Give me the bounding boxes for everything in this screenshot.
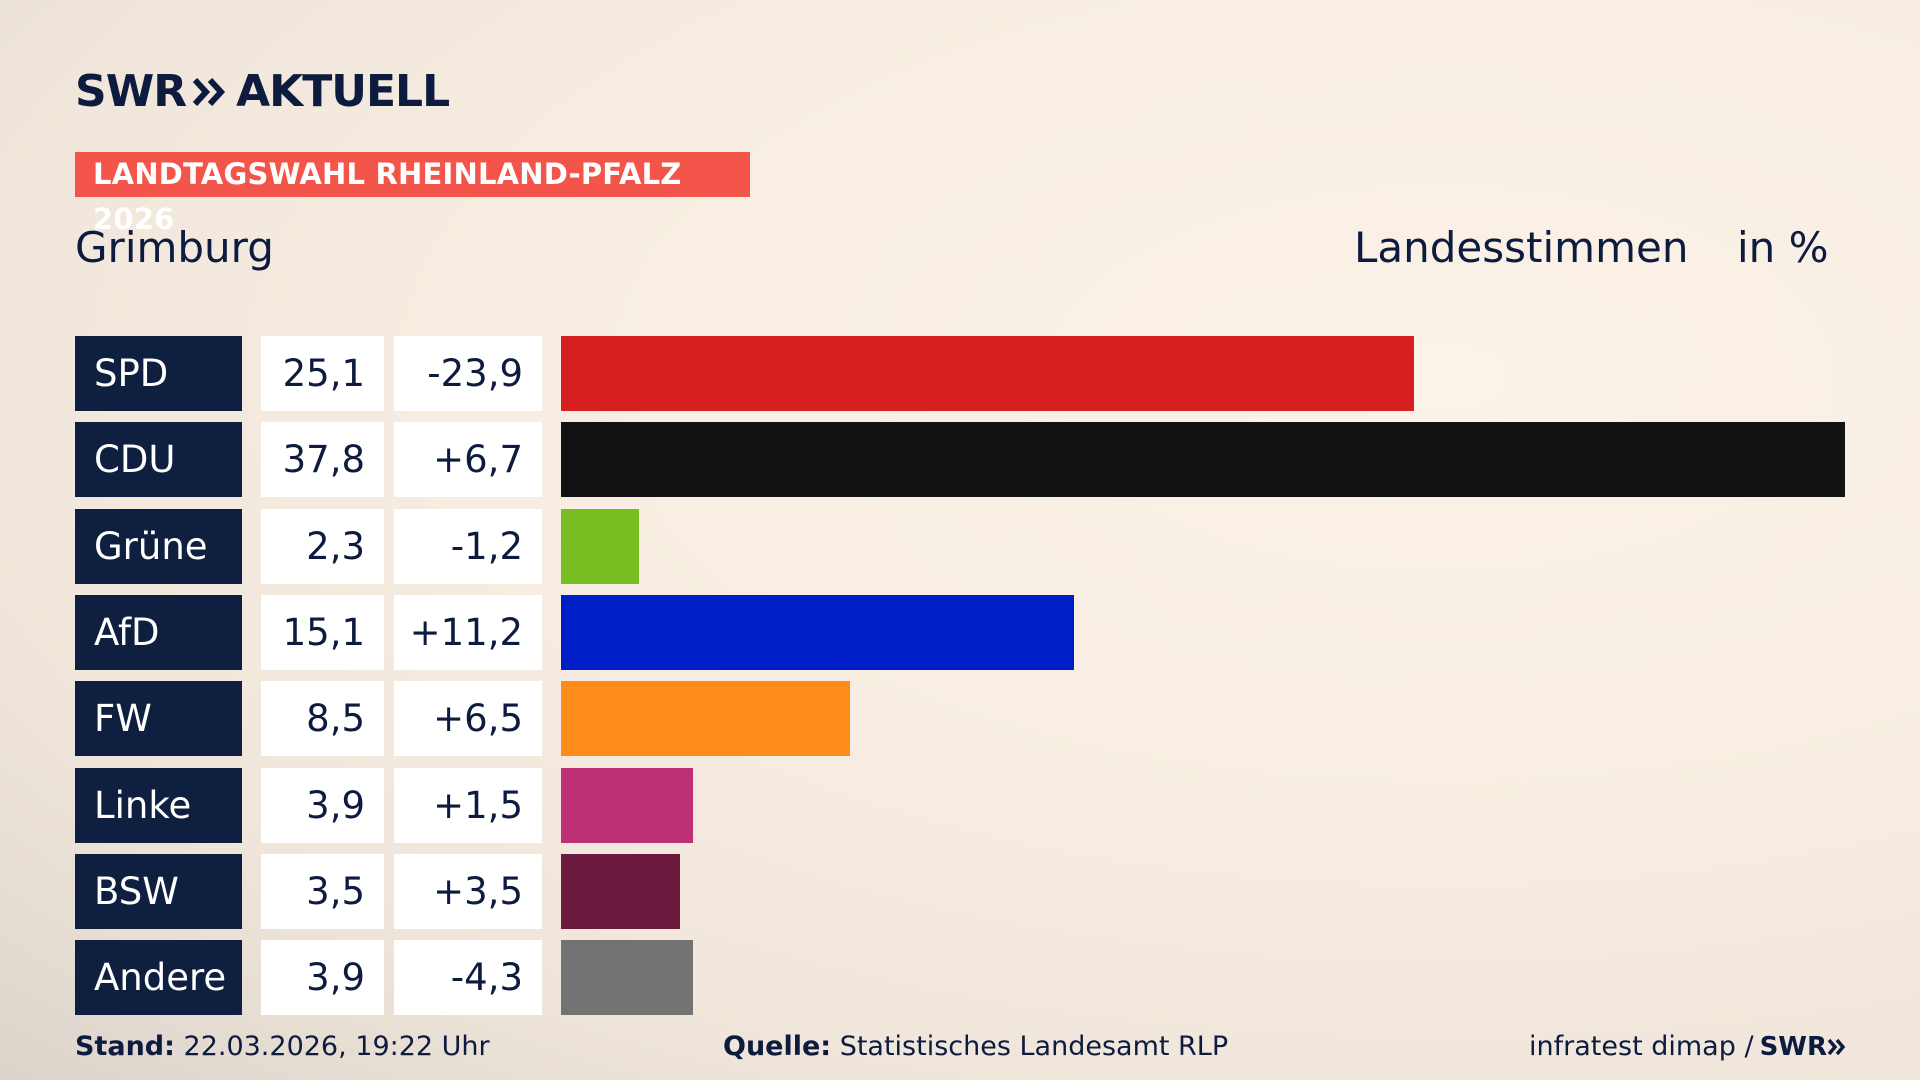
result-bar <box>561 767 694 843</box>
party-label: Linke <box>75 767 242 843</box>
election-tag: LANDTAGSWAHL RHEINLAND-PFALZ 2026 <box>75 152 750 236</box>
change-value: -1,2 <box>394 508 542 584</box>
result-row: Linke 3,9 +1,5 <box>0 767 1920 843</box>
result-bar <box>561 336 1414 411</box>
share-value: 3,9 <box>261 767 384 843</box>
share-value: 3,9 <box>261 940 384 1016</box>
change-value: +3,5 <box>394 853 542 929</box>
brand-name: SWR <box>75 66 187 117</box>
change-value: -4,3 <box>394 940 542 1016</box>
double-chevron-icon <box>1827 1038 1845 1056</box>
footer-source: Quelle: Statistisches Landesamt RLP <box>723 1030 1228 1064</box>
credit-brand: SWR <box>1759 1032 1827 1062</box>
result-bar <box>561 853 680 929</box>
stand-value: 22.03.2026, 19:22 Uhr <box>183 1031 490 1062</box>
footer-credit: infratest dimap / SWR <box>1529 1030 1845 1064</box>
location-title: Grimburg <box>75 223 274 272</box>
unit-label: in % <box>1737 223 1829 272</box>
share-value: 25,1 <box>261 336 384 411</box>
double-chevron-icon <box>192 77 226 107</box>
result-row: Grüne 2,3 -1,2 <box>0 508 1920 584</box>
share-value: 8,5 <box>261 681 384 757</box>
source-value: Statistisches Landesamt RLP <box>839 1031 1229 1062</box>
product-name: AKTUELL <box>236 66 450 117</box>
party-label: Grüne <box>75 508 242 584</box>
result-bar <box>561 594 1074 670</box>
result-row: FW 8,5 +6,5 <box>0 681 1920 757</box>
party-label: Andere <box>75 940 242 1016</box>
vote-type-label: Landesstimmen <box>1354 223 1689 272</box>
change-value: +1,5 <box>394 767 542 843</box>
result-bar <box>561 940 694 1016</box>
result-bar <box>561 422 1845 498</box>
party-label: AfD <box>75 594 242 670</box>
result-row: AfD 15,1 +11,2 <box>0 594 1920 670</box>
share-value: 3,5 <box>261 853 384 929</box>
result-row: BSW 3,5 +3,5 <box>0 853 1920 929</box>
swr-aktuell-logo: SWR AKTUELL <box>75 66 450 117</box>
result-row: Andere 3,9 -4,3 <box>0 940 1920 1016</box>
result-bar <box>561 508 640 584</box>
stand-label: Stand: <box>75 1031 175 1062</box>
share-value: 15,1 <box>261 594 384 670</box>
share-value: 37,8 <box>261 422 384 498</box>
party-label: FW <box>75 681 242 757</box>
credit-text: infratest dimap / <box>1529 1031 1754 1062</box>
share-value: 2,3 <box>261 508 384 584</box>
footer-stand: Stand: 22.03.2026, 19:22 Uhr <box>75 1030 490 1064</box>
result-row: SPD 25,1 -23,9 <box>0 336 1920 411</box>
change-value: +6,5 <box>394 681 542 757</box>
change-value: +6,7 <box>394 422 542 498</box>
source-label: Quelle: <box>723 1031 832 1062</box>
change-value: -23,9 <box>394 336 542 411</box>
result-row: CDU 37,8 +6,7 <box>0 422 1920 498</box>
party-label: CDU <box>75 422 242 498</box>
party-label: BSW <box>75 853 242 929</box>
party-label: SPD <box>75 336 242 411</box>
result-bar <box>561 681 850 757</box>
change-value: +11,2 <box>394 594 542 670</box>
